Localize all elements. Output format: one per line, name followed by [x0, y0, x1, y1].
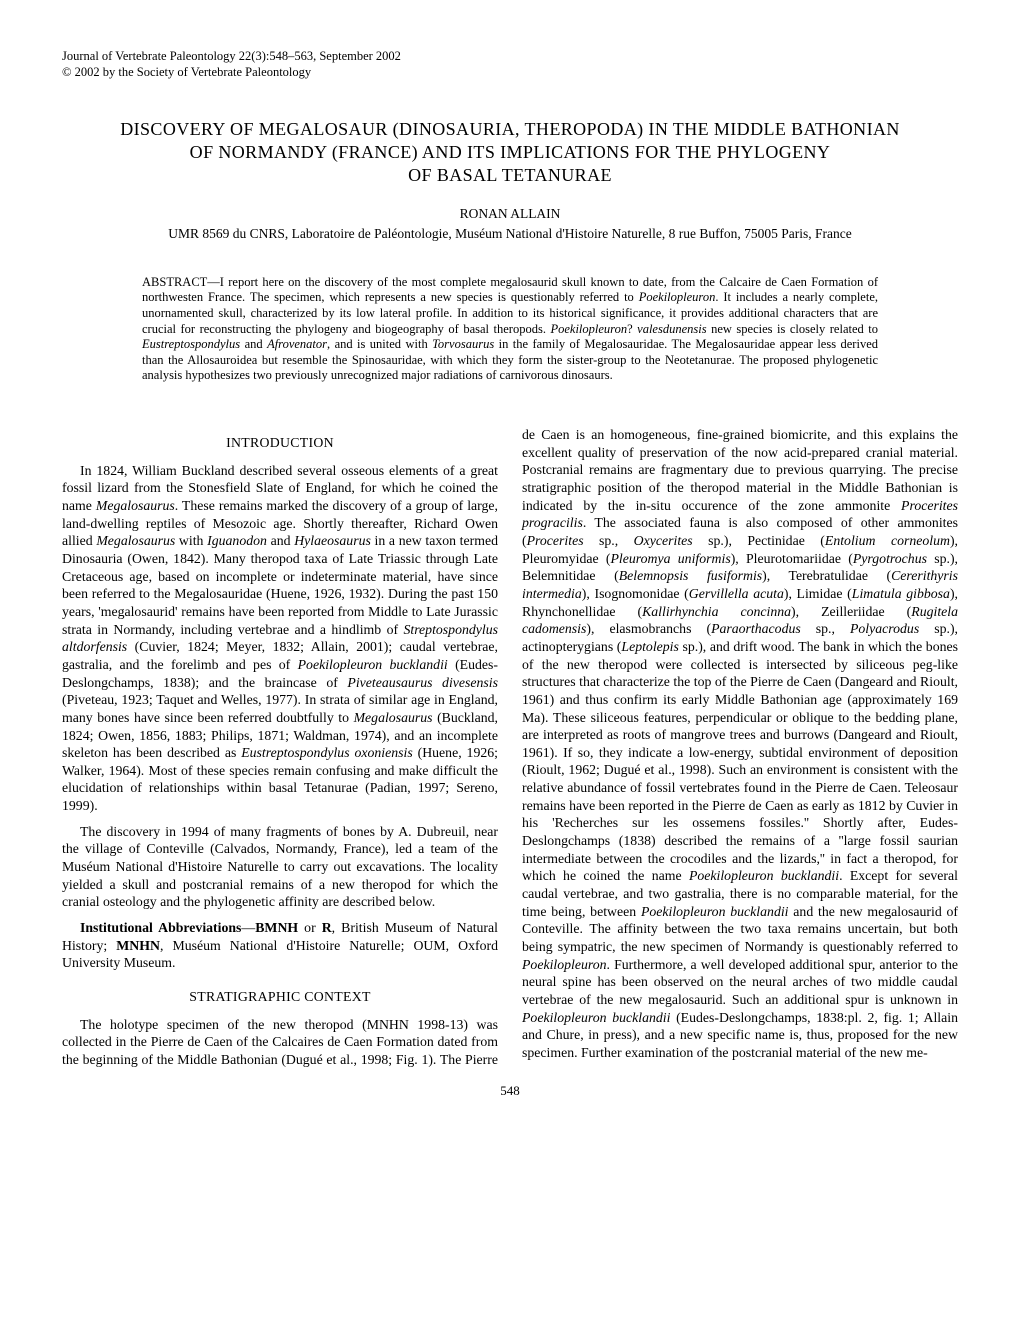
body-columns: INTRODUCTION In 1824, William Buckland d… [62, 426, 958, 1069]
intro-paragraph-1: In 1824, William Buckland described seve… [62, 462, 498, 815]
journal-line: Journal of Vertebrate Paleontology 22(3)… [62, 48, 958, 64]
title-line-2: OF NORMANDY (FRANCE) AND ITS IMPLICATION… [190, 142, 831, 162]
institutional-abbrev-paragraph: Institutional Abbreviations—BMNH or R, B… [62, 919, 498, 972]
introduction-heading: INTRODUCTION [62, 434, 498, 452]
intro-paragraph-2: The discovery in 1994 of many fragments … [62, 823, 498, 911]
paper-title: DISCOVERY OF MEGALOSAUR (DINOSAURIA, THE… [62, 118, 958, 187]
page-number: 548 [62, 1083, 958, 1100]
author-affiliation: UMR 8569 du CNRS, Laboratoire de Paléont… [62, 225, 958, 242]
journal-header: Journal of Vertebrate Paleontology 22(3)… [62, 48, 958, 80]
title-line-3: OF BASAL TETANURAE [408, 165, 612, 185]
abstract-block: ABSTRACT—I report here on the discovery … [142, 275, 878, 384]
stratigraphic-heading: STRATIGRAPHIC CONTEXT [62, 988, 498, 1006]
title-line-1: DISCOVERY OF MEGALOSAUR (DINOSAURIA, THE… [120, 119, 900, 139]
author-name: RONAN ALLAIN [62, 205, 958, 222]
copyright-line: © 2002 by the Society of Vertebrate Pale… [62, 64, 958, 80]
